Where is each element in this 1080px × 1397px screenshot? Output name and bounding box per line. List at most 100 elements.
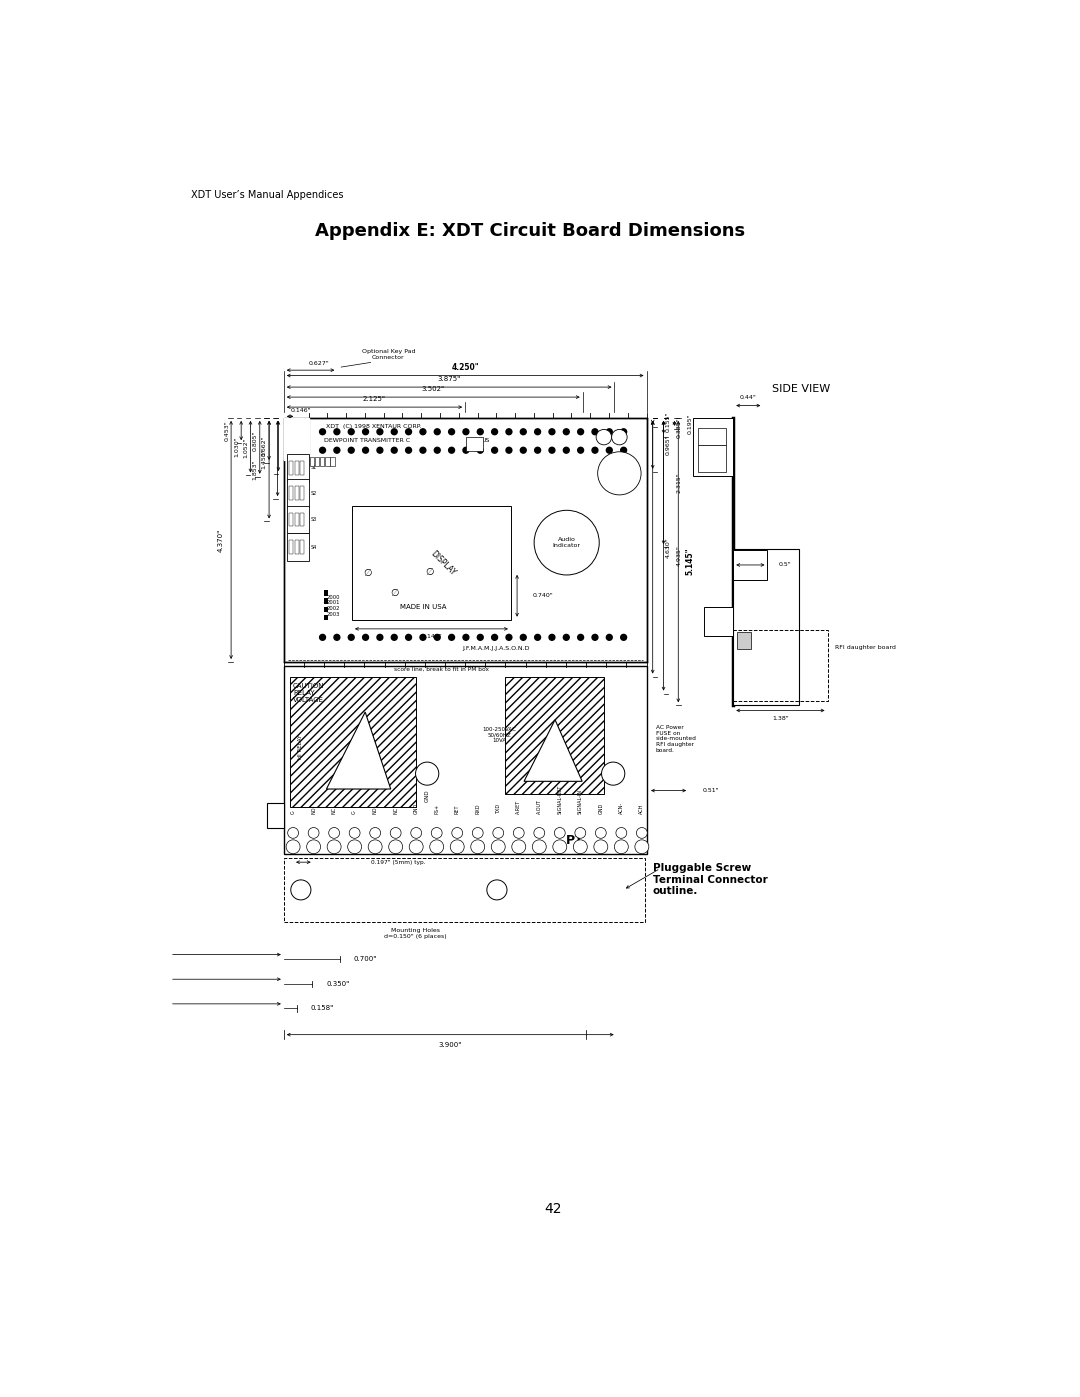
Text: 0.197" (5mm) typ.: 0.197" (5mm) typ. (370, 859, 426, 865)
Circle shape (606, 634, 612, 640)
Circle shape (369, 827, 380, 838)
Bar (295, 461, 298, 475)
Circle shape (420, 429, 426, 434)
Text: S1: S1 (311, 465, 318, 471)
Text: ∅: ∅ (390, 588, 399, 598)
Circle shape (535, 510, 599, 576)
Bar (267, 803, 284, 827)
Bar (287, 479, 309, 507)
Polygon shape (524, 719, 582, 781)
Circle shape (416, 763, 438, 785)
Circle shape (534, 827, 544, 838)
Text: 1.38": 1.38" (772, 715, 788, 721)
Circle shape (477, 447, 483, 453)
Circle shape (491, 840, 505, 854)
Circle shape (621, 447, 626, 453)
Text: 0.700": 0.700" (353, 956, 377, 963)
Circle shape (363, 429, 368, 434)
Text: 0.662": 0.662" (262, 436, 267, 457)
Text: P1: P1 (566, 834, 583, 847)
Bar (504, 678, 604, 795)
Circle shape (553, 840, 567, 854)
Text: 4.370": 4.370" (217, 528, 224, 552)
Text: SIDE VIEW: SIDE VIEW (772, 384, 831, 394)
Circle shape (596, 429, 611, 444)
Circle shape (406, 429, 411, 434)
Text: SIGNAL-RET: SIGNAL-RET (557, 785, 563, 814)
Text: HI RELAY: HI RELAY (298, 735, 303, 759)
Circle shape (621, 429, 626, 434)
Circle shape (410, 827, 421, 838)
Text: 0.195": 0.195" (687, 414, 692, 433)
Circle shape (334, 447, 340, 453)
Circle shape (602, 763, 625, 785)
Circle shape (491, 447, 498, 453)
Circle shape (592, 429, 598, 434)
Circle shape (535, 429, 541, 434)
Text: Pluggable Screw
Terminal Connector
outline.: Pluggable Screw Terminal Connector outli… (652, 863, 768, 897)
Circle shape (348, 634, 354, 640)
Circle shape (448, 447, 455, 453)
Circle shape (621, 634, 626, 640)
Circle shape (406, 634, 411, 640)
Circle shape (549, 634, 555, 640)
Polygon shape (284, 418, 309, 460)
Circle shape (507, 634, 512, 640)
Circle shape (291, 880, 311, 900)
Circle shape (471, 840, 485, 854)
Text: 0.5": 0.5" (779, 563, 792, 567)
Text: GND: GND (414, 803, 419, 814)
Bar (733, 549, 799, 705)
Bar (324, 598, 328, 604)
Bar (284, 666, 647, 855)
Text: ACH: ACH (639, 805, 645, 814)
Text: +: + (423, 768, 431, 778)
Bar (300, 513, 303, 527)
Circle shape (451, 827, 462, 838)
Bar (465, 437, 483, 451)
Text: 0.335": 0.335" (676, 416, 681, 437)
Text: A.RET: A.RET (516, 800, 522, 814)
Bar (733, 630, 827, 701)
Circle shape (420, 447, 426, 453)
Circle shape (597, 451, 642, 495)
Circle shape (430, 840, 444, 854)
Circle shape (477, 634, 483, 640)
Circle shape (564, 429, 569, 434)
Circle shape (477, 429, 483, 434)
Text: 0.965": 0.965" (665, 434, 671, 455)
Circle shape (406, 447, 411, 453)
Circle shape (363, 447, 368, 453)
Text: 1.030": 1.030" (234, 436, 239, 457)
Circle shape (491, 429, 498, 434)
Bar (295, 541, 298, 555)
Circle shape (635, 840, 649, 854)
Bar (321, 457, 324, 467)
Circle shape (307, 840, 321, 854)
Bar (300, 461, 303, 475)
Bar (295, 486, 298, 500)
Text: 0.155": 0.155" (665, 412, 671, 433)
Circle shape (554, 827, 565, 838)
Circle shape (521, 447, 526, 453)
Text: XDT  (C) 1998 XENTAUR CORP.: XDT (C) 1998 XENTAUR CORP. (326, 423, 422, 429)
Circle shape (611, 429, 627, 444)
Circle shape (606, 429, 612, 434)
Bar (284, 418, 647, 662)
Text: CAUTION
RELAY
VOLTAGE: CAUTION RELAY VOLTAGE (293, 683, 325, 703)
Text: NC: NC (332, 807, 337, 814)
Circle shape (463, 447, 469, 453)
Text: NO-: NO- (311, 805, 316, 814)
Text: SIGNAL-IN: SIGNAL-IN (578, 789, 583, 814)
Bar (324, 591, 328, 595)
Bar (699, 427, 726, 444)
Text: 42: 42 (544, 1201, 563, 1215)
Circle shape (564, 447, 569, 453)
Bar (324, 606, 328, 612)
Circle shape (578, 634, 583, 640)
Circle shape (434, 429, 441, 434)
Text: 0.44": 0.44" (740, 395, 757, 401)
Text: 1.453": 1.453" (261, 448, 266, 469)
Circle shape (507, 429, 512, 434)
Circle shape (377, 429, 382, 434)
